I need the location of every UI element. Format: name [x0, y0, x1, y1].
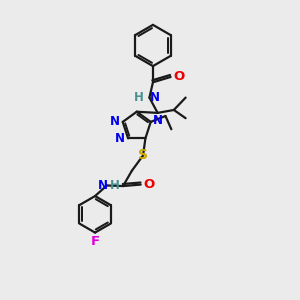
Text: N: N	[149, 91, 159, 104]
Text: O: O	[143, 178, 154, 191]
Text: N: N	[110, 115, 120, 128]
Text: N: N	[115, 132, 125, 146]
Text: O: O	[173, 70, 184, 83]
Text: S: S	[138, 148, 148, 162]
Text: H: H	[134, 91, 144, 104]
Text: H: H	[110, 179, 120, 192]
Text: F: F	[91, 235, 100, 248]
Text: N: N	[153, 114, 163, 127]
Text: N: N	[98, 179, 108, 192]
